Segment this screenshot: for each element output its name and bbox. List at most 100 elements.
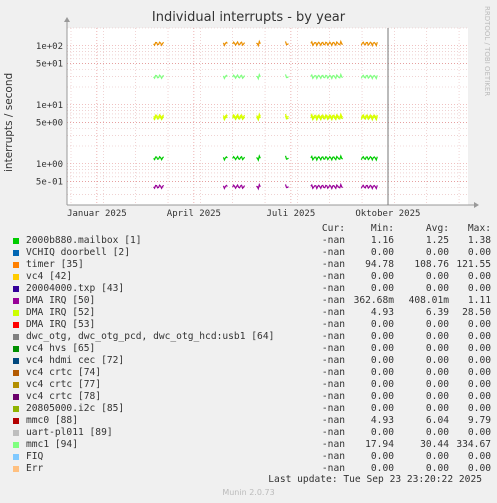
legend-row: FIQ -nan 0.00 0.00 0.00 <box>13 451 493 463</box>
legend-max: 0.00 <box>467 283 491 294</box>
legend-row: DMA IRQ [50] -nan 362.68m 408.01m 1.11 <box>13 295 493 307</box>
legend-min: 94.78 <box>365 259 394 270</box>
legend-avg: 6.39 <box>425 307 449 318</box>
legend-min: 0.00 <box>370 367 394 378</box>
series-line <box>222 114 228 120</box>
legend-name: vc4 crtc [77] <box>26 379 102 390</box>
plot-area: 5e-01 1e+00 5e+00 1e+01 5e+01 1e+02 Januar 202… <box>36 17 479 219</box>
y-tick-label: 1e+01 <box>36 101 63 111</box>
legend-name: mmc0 [88] <box>26 415 78 426</box>
legend-row: vc4 hvs [65] -nan 0.00 0.00 0.00 <box>13 343 493 355</box>
legend-swatch <box>13 298 19 304</box>
legend-avg: 0.00 <box>425 427 449 438</box>
series-line <box>232 115 246 121</box>
legend-min: 0.00 <box>370 343 394 354</box>
y-tick-label: 5e+00 <box>36 119 63 129</box>
header-avg: Avg: <box>425 223 449 234</box>
series-line <box>232 155 246 161</box>
legend-max: 334.67 <box>456 439 491 450</box>
y-tick-label: 5e-01 <box>36 178 63 188</box>
header-max: Max: <box>467 223 491 234</box>
legend-max: 0.00 <box>467 451 491 462</box>
series-line <box>153 41 165 47</box>
legend-max: 0.00 <box>467 367 491 378</box>
legend-min: 4.93 <box>370 307 394 318</box>
series-line <box>256 72 261 81</box>
legend-avg: 1.25 <box>425 235 449 246</box>
legend-name: DMA IRQ [50] <box>26 295 96 306</box>
legend-name: vc4 hvs [65] <box>26 343 96 354</box>
header-min: Min: <box>370 223 394 234</box>
legend-avg: 0.00 <box>425 391 449 402</box>
legend-name: 2000b880.mailbox [1] <box>26 235 142 246</box>
series-line <box>232 113 246 120</box>
legend-min: 4.93 <box>370 415 394 426</box>
legend-name: dwc_otg, dwc_otg_pcd, dwc_otg_hcd:usb1 [… <box>26 331 275 342</box>
series-line <box>284 74 289 79</box>
series-line <box>360 115 378 122</box>
series-line <box>310 154 344 162</box>
series-line <box>310 39 344 48</box>
legend-max: 0.00 <box>467 355 491 366</box>
x-tick-label: Januar 2025 <box>67 209 127 219</box>
legend-row: vc4 crtc [77] -nan 0.00 0.00 0.00 <box>13 379 493 391</box>
legend-avg: 0.00 <box>425 343 449 354</box>
series-line <box>222 41 228 47</box>
legend-swatch <box>13 262 19 268</box>
legend-swatch <box>13 310 19 316</box>
legend-min: 0.00 <box>370 451 394 462</box>
chart-title: Individual interrupts - by year <box>151 10 346 25</box>
legend-cur: -nan <box>321 283 345 294</box>
legend-min: 0.00 <box>370 355 394 366</box>
legend-cur: -nan <box>321 307 345 318</box>
legend-swatch <box>13 334 19 340</box>
legend-cur: -nan <box>321 379 345 390</box>
legend-row: uart-pl011 [89] -nan 0.00 0.00 0.00 <box>13 427 493 439</box>
rrdtool-credit-text: RRDTOOL / TOBI OETIKER <box>483 6 491 96</box>
legend-swatch <box>13 430 19 436</box>
legend-max: 0.00 <box>467 271 491 282</box>
series-line <box>153 184 165 190</box>
legend-row: mmc1 [94] -nan 17.94 30.44 334.67 <box>13 439 493 451</box>
legend-cur: -nan <box>321 367 345 378</box>
series-line <box>256 39 261 48</box>
series-line <box>360 184 378 191</box>
legend-name: 20004000.txp [43] <box>26 283 125 294</box>
series-line <box>284 184 289 189</box>
legend-max: 0.00 <box>467 391 491 402</box>
legend-cur: -nan <box>321 439 345 450</box>
legend-max: 0.00 <box>467 319 491 330</box>
series-line <box>310 112 344 120</box>
legend-header: Cur: Min: Avg: Max: <box>13 223 493 235</box>
x-axis-arrow <box>474 202 479 208</box>
series-line <box>256 113 261 122</box>
legend-min: 0.00 <box>370 319 394 330</box>
legend-cur: -nan <box>321 415 345 426</box>
legend-min: 0.00 <box>370 379 394 390</box>
legend-row: DMA IRQ [53] -nan 0.00 0.00 0.00 <box>13 319 493 331</box>
legend-min: 0.00 <box>370 403 394 414</box>
legend-avg: 0.00 <box>425 367 449 378</box>
legend-name: vc4 [42] <box>26 271 73 282</box>
legend-name: vc4 crtc [78] <box>26 391 102 402</box>
legend-swatch <box>13 454 19 460</box>
legend-swatch <box>13 238 19 244</box>
legend-min: 0.00 <box>370 391 394 402</box>
legend-row: 2000b880.mailbox [1] -nan 1.16 1.25 1.38 <box>13 235 493 247</box>
series-line <box>222 184 228 190</box>
legend-cur: -nan <box>321 295 345 306</box>
legend-cur: -nan <box>321 427 345 438</box>
legend-max: 121.55 <box>456 259 491 270</box>
legend-max: 0.00 <box>467 463 491 474</box>
legend-max: 1.11 <box>467 295 491 306</box>
legend-cur: -nan <box>321 247 345 258</box>
legend-swatch <box>13 466 19 472</box>
legend-min: 17.94 <box>365 439 394 450</box>
series-line <box>153 113 165 120</box>
series-line <box>360 155 378 162</box>
series-line <box>284 155 289 160</box>
legend-row: mmc0 [88] -nan 4.93 6.04 9.79 <box>13 415 493 427</box>
x-tick-label: April 2025 <box>167 209 221 219</box>
last-update: Last update: Tue Sep 23 23:20:22 2025 <box>268 474 482 485</box>
legend-row: 20805000.i2c [85] -nan 0.00 0.00 0.00 <box>13 403 493 415</box>
